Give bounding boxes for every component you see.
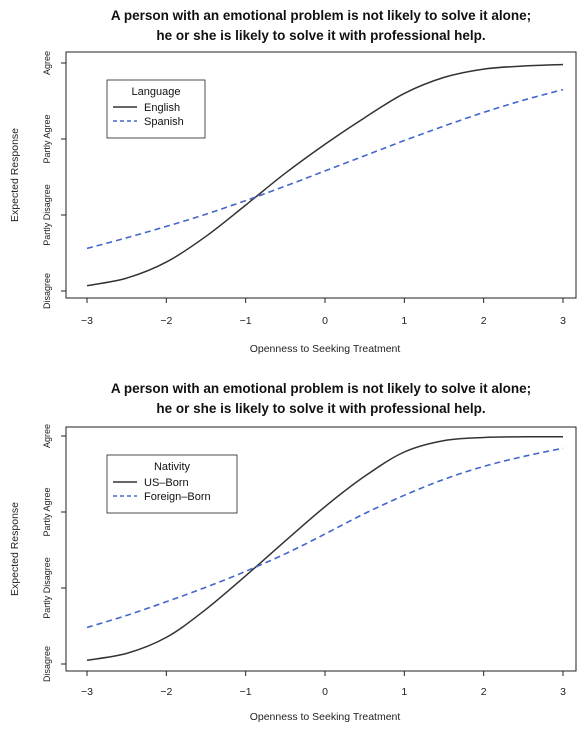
chart-title-line: A person with an emotional problem is no…: [111, 8, 531, 23]
x-tick-label: 3: [560, 686, 566, 698]
y-tick-label: Partly Disagree: [42, 557, 52, 619]
x-tick-label: 2: [481, 686, 487, 698]
legend-box: [106, 454, 238, 514]
x-tick-label: 0: [322, 686, 328, 698]
series-line-first: [86, 435, 564, 661]
chart-title-line: A person with an emotional problem is no…: [111, 381, 531, 396]
legend-entry: English: [144, 102, 180, 114]
series-line-second: [86, 88, 564, 250]
x-axis-title: Openness to Seeking Treatment: [250, 343, 401, 355]
series-line-second: [86, 447, 564, 629]
y-axis-title: Expected Response: [9, 502, 21, 596]
series-line-first: [86, 63, 564, 287]
chart-title-line: he or she is likely to solve it with pro…: [156, 401, 485, 416]
x-tick-label: −2: [160, 686, 172, 698]
legend-box: [106, 79, 206, 139]
y-tick-label: Disagree: [42, 646, 52, 682]
x-tick-label: 1: [401, 686, 407, 698]
x-tick-label: 0: [322, 315, 328, 327]
x-tick-label: 3: [560, 315, 566, 327]
x-tick-label: 1: [401, 315, 407, 327]
x-tick-label: −3: [81, 686, 93, 698]
x-tick-label: −2: [160, 315, 172, 327]
chart-nativity: A person with an emotional problem is no…: [9, 381, 577, 723]
plot-frame: [65, 51, 577, 299]
legend-title: Language: [132, 86, 181, 98]
chart-title: A person with an emotional problem is no…: [111, 8, 531, 43]
x-tick-label: −1: [240, 686, 252, 698]
legend-title: Nativity: [154, 461, 191, 473]
x-tick-label: −3: [81, 315, 93, 327]
plot-frame: [65, 426, 577, 672]
y-tick-label: Partly Agree: [42, 114, 52, 163]
y-tick-label: Disagree: [42, 273, 52, 309]
x-tick-label: 2: [481, 315, 487, 327]
legend-entry: US–Born: [144, 477, 189, 489]
y-axis-title: Expected Response: [9, 128, 21, 222]
y-tick-label: Partly Disagree: [42, 184, 52, 246]
y-tick-label: Partly Agree: [42, 487, 52, 536]
legend-entry: Foreign–Born: [144, 491, 211, 503]
chart-title-line: he or she is likely to solve it with pro…: [156, 28, 485, 43]
y-tick-label: Agree: [42, 51, 52, 75]
chart-language: A person with an emotional problem is no…: [9, 8, 577, 355]
chart-title: A person with an emotional problem is no…: [111, 381, 531, 416]
y-tick-label: Agree: [42, 424, 52, 448]
x-axis-title: Openness to Seeking Treatment: [250, 711, 401, 723]
x-tick-label: −1: [240, 315, 252, 327]
legend-entry: Spanish: [144, 116, 184, 128]
